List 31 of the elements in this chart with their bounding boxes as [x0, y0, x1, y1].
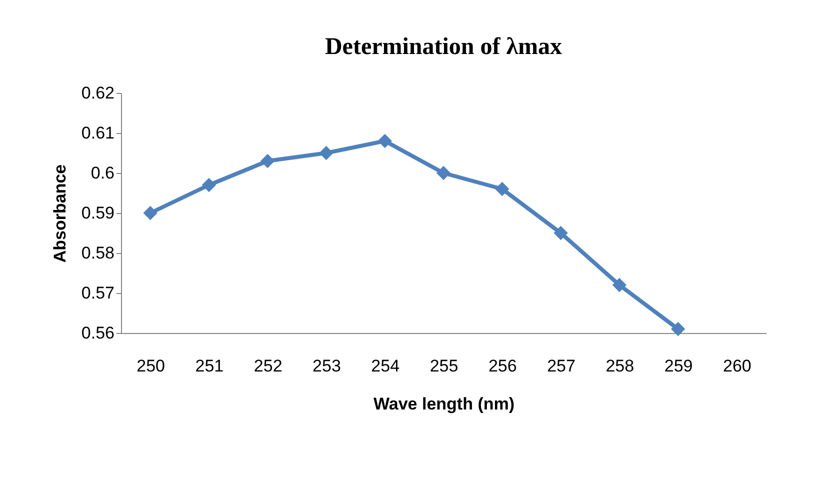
x-tick-label: 253	[312, 356, 341, 376]
x-axis-title: Wave length (nm)	[373, 394, 515, 414]
x-tick-label: 257	[547, 356, 576, 376]
point	[143, 206, 158, 220]
point	[319, 146, 334, 160]
x-tick-label: 250	[136, 356, 166, 376]
y-tick-label: 0.57	[81, 284, 114, 302]
x-tick-label: 260	[722, 356, 752, 376]
y-tick-label: 0.61	[81, 124, 114, 142]
x-tick-label: 254	[371, 356, 400, 376]
point	[554, 226, 568, 240]
y-tick-label: 0.6	[90, 164, 114, 182]
point	[495, 182, 510, 196]
x-tick-label: 251	[195, 356, 224, 376]
x-tick-label: 255	[430, 356, 458, 376]
point	[436, 166, 451, 180]
y-axis-title: Absorbance	[50, 164, 70, 263]
chart-title: Determination of λmax	[324, 34, 562, 60]
y-tick-label: 0.62	[81, 84, 114, 102]
point	[202, 178, 216, 192]
y-tick-label: 0.56	[81, 324, 114, 342]
y-tick-label: 0.59	[81, 204, 114, 222]
point	[260, 154, 275, 168]
x-tick-label: 258	[606, 356, 634, 376]
x-tick-label: 252	[254, 356, 282, 376]
point	[378, 134, 392, 148]
x-tick-label: 259	[664, 356, 693, 376]
x-tick-label: 256	[488, 356, 517, 376]
y-tick-label: 0.58	[81, 244, 114, 262]
point	[670, 322, 686, 336]
point	[612, 278, 626, 292]
